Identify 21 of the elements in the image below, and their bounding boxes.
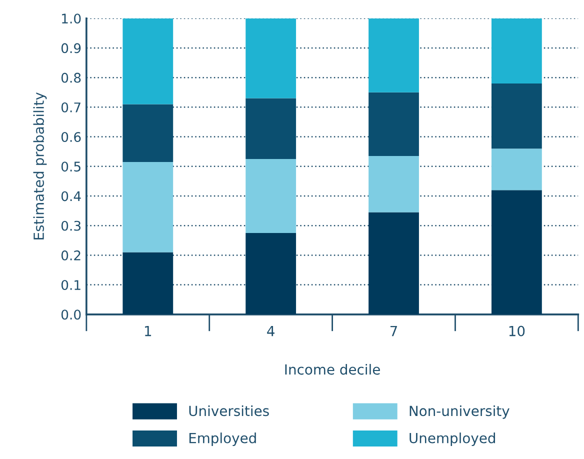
x-tick-label: 1 [145,326,152,336]
x-tick-label: 10 [509,326,525,336]
y-tick-label: 0.4 [61,191,81,202]
y-axis-title: Estimated probability [33,92,47,240]
y-tick-label: 0.0 [61,310,81,320]
x-tick-label: 7 [390,326,397,336]
legend-label: Non-university [410,405,510,419]
y-tick-label: 1.0 [62,14,81,24]
y-tick-label: 0.5 [61,162,80,172]
y-tick-label: 0.1 [61,280,80,290]
y-tick-label: 0.7 [61,102,80,112]
y-tick-label: 0.8 [61,72,81,83]
y-tick-label: 0.2 [61,250,80,260]
legend-label: Universities [189,405,269,416]
legend-label: Employed [189,432,256,446]
y-tick-label: 0.6 [61,132,81,142]
y-tick-label: 0.9 [61,43,81,54]
x-tick-label: 4 [267,326,274,336]
y-tick-label: 0.3 [61,220,81,231]
x-axis-title: Income decile [285,364,380,375]
legend-label: Unemployed [410,432,495,446]
